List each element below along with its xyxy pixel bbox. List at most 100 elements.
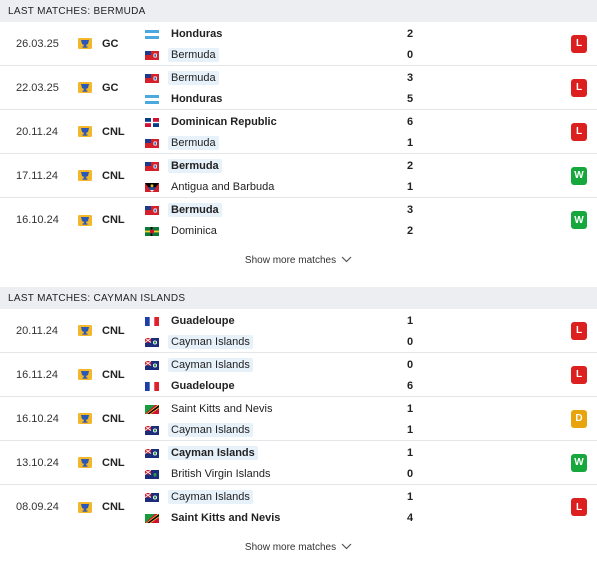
home-team[interactable]: Cayman Islands (145, 444, 258, 462)
away-score: 6 (406, 380, 414, 392)
home-team[interactable]: Cayman Islands (145, 356, 253, 374)
chevron-down-icon (336, 542, 352, 553)
cayman-flag-icon (145, 448, 168, 458)
result-badge: L (571, 365, 587, 384)
result-badge: D (571, 409, 587, 428)
team-name: Honduras (171, 93, 223, 105)
show-more-row: Show more matches (0, 242, 597, 278)
team-name: Bermuda (168, 48, 219, 62)
section-gap (0, 278, 597, 287)
match-row[interactable]: 17.11.24 CNL Bermuda Antigua and Barbuda 2 1 W (0, 154, 597, 198)
competition-name: CNL (102, 368, 125, 381)
match-row[interactable]: 16.10.24 CNL Bermuda Dominica 3 2 W (0, 198, 597, 242)
home-team[interactable]: Bermuda (145, 201, 222, 219)
teams: Bermuda Antigua and Barbuda 2 1 (145, 154, 485, 198)
competition-name: CNL (102, 169, 125, 182)
match-row[interactable]: 08.09.24 CNL Cayman Islands Saint Kitts and… (0, 485, 597, 529)
home-team[interactable]: Cayman Islands (145, 488, 253, 506)
honduras-flag-icon (145, 94, 168, 104)
away-team[interactable]: Guadeloupe (145, 377, 238, 395)
dominican-republic-flag-icon (145, 117, 168, 127)
competition-name: CNL (102, 412, 125, 425)
teams: Honduras Bermuda 2 0 (145, 22, 485, 66)
home-score: 3 (406, 204, 414, 216)
away-team[interactable]: Bermuda (145, 46, 219, 64)
away-team[interactable]: Dominica (145, 222, 220, 240)
team-name: Cayman Islands (168, 423, 253, 437)
away-score: 2 (406, 225, 414, 237)
away-score: 0 (406, 468, 414, 480)
match-date: 26.03.25 (16, 37, 59, 50)
team-name: Bermuda (168, 159, 222, 173)
home-team[interactable]: Honduras (145, 25, 225, 43)
show-more-row: Show more matches (0, 529, 597, 565)
france-flag-icon (145, 316, 168, 326)
bermuda-flag-icon (145, 73, 168, 83)
match-date: 20.11.24 (16, 125, 59, 138)
home-score: 1 (406, 403, 414, 415)
match-date: 08.09.24 (16, 501, 59, 513)
home-score: 1 (406, 447, 414, 459)
away-team[interactable]: Cayman Islands (145, 421, 253, 439)
home-score: 3 (406, 72, 414, 84)
trophy-icon (78, 369, 92, 380)
competition-name: CNL (102, 324, 125, 337)
match-date: 13.10.24 (16, 456, 59, 469)
away-team[interactable]: Honduras (145, 90, 225, 108)
team-name: Guadeloupe (171, 315, 235, 327)
teams: Saint Kitts and Nevis Cayman Islands 1 1 (145, 397, 485, 441)
away-score: 1 (406, 181, 414, 193)
match-row[interactable]: 20.11.24 CNL Dominican Republic Bermuda 6 1 L (0, 110, 597, 154)
away-team[interactable]: Antigua and Barbuda (145, 178, 277, 196)
team-name: Cayman Islands (168, 446, 258, 460)
team-name: Bermuda (168, 136, 219, 150)
team-name: Guadeloupe (171, 380, 235, 392)
bermuda-flag-icon (145, 205, 168, 215)
cayman-flag-icon (145, 360, 168, 370)
team-name: Saint Kitts and Nevis (171, 512, 281, 524)
team-name: Cayman Islands (168, 335, 253, 349)
team-name: Saint Kitts and Nevis (171, 403, 273, 415)
result-badge: L (571, 78, 587, 97)
home-team[interactable]: Bermuda (145, 69, 219, 87)
competition-name: CNL (102, 214, 125, 226)
home-team[interactable]: Guadeloupe (145, 312, 238, 330)
trophy-icon (78, 501, 92, 513)
match-row[interactable]: 16.10.24 CNL Saint Kitts and Nevis Cayman I… (0, 397, 597, 441)
honduras-flag-icon (145, 29, 168, 39)
match-date: 17.11.24 (16, 169, 59, 182)
trophy-icon (78, 82, 92, 93)
result-badge: L (571, 498, 587, 516)
match-row[interactable]: 13.10.24 CNL Cayman Islands British Virgin … (0, 441, 597, 485)
bermuda-flag-icon (145, 138, 168, 148)
result-badge: L (571, 34, 587, 53)
home-team[interactable]: Dominican Republic (145, 113, 280, 131)
trophy-icon (78, 126, 92, 137)
match-row[interactable]: 20.11.24 CNL Guadeloupe Cayman Islands 1 0 L (0, 309, 597, 353)
show-more-button[interactable]: Show more matches (245, 542, 352, 553)
match-row[interactable]: 26.03.25 GC Honduras Bermuda 2 0 L (0, 22, 597, 66)
matches-section: LAST MATCHES: BERMUDA 26.03.25 GC Honduras B… (0, 0, 597, 278)
bermuda-flag-icon (145, 161, 168, 171)
away-team[interactable]: Saint Kitts and Nevis (145, 509, 283, 527)
away-team[interactable]: Bermuda (145, 134, 219, 152)
result-badge: W (571, 166, 587, 185)
home-team[interactable]: Bermuda (145, 157, 222, 175)
away-team[interactable]: British Virgin Islands (145, 465, 273, 483)
team-name: Bermuda (168, 203, 222, 217)
dominica-flag-icon (145, 226, 168, 236)
match-date: 20.11.24 (16, 324, 59, 337)
trophy-icon (78, 38, 92, 49)
st-kitts-flag-icon (145, 513, 168, 523)
away-score: 5 (406, 93, 414, 105)
match-row[interactable]: 16.11.24 CNL Cayman Islands Guadeloupe 0 6 L (0, 353, 597, 397)
show-more-button[interactable]: Show more matches (245, 255, 352, 266)
home-team[interactable]: Saint Kitts and Nevis (145, 400, 276, 418)
away-team[interactable]: Cayman Islands (145, 333, 253, 351)
team-name: Dominica (171, 225, 217, 237)
competition-name: CNL (102, 125, 125, 138)
team-name: Honduras (171, 28, 223, 40)
teams: Dominican Republic Bermuda 6 1 (145, 110, 485, 154)
match-row[interactable]: 22.03.25 GC Bermuda Honduras 3 5 L (0, 66, 597, 110)
